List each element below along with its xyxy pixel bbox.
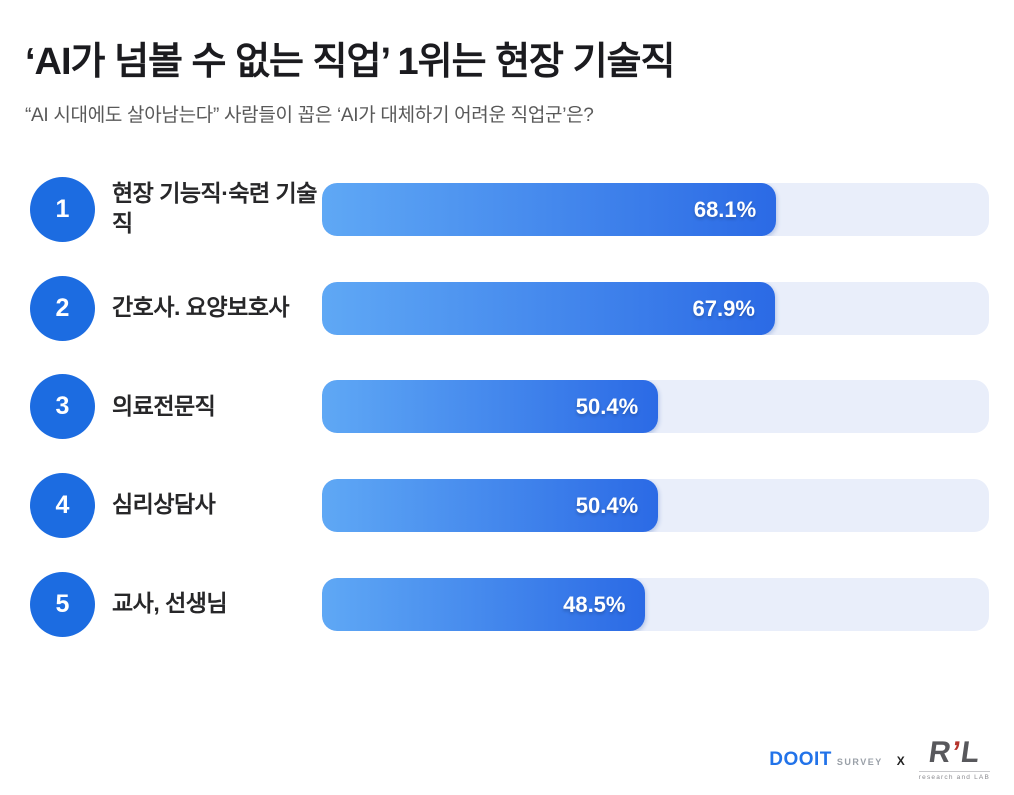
rank-number: 2: [55, 293, 70, 322]
category-label: 심리상담사: [112, 491, 216, 518]
bar-chart: 1 현장 기능직·숙련 기술직 68.1% 2 간호사. 요양보호사 67.9%: [0, 160, 1014, 653]
page-subtitle: “AI 시대에도 살아남는다” 사람들이 꼽은 ‘AI가 대체하기 어려운 직업…: [25, 105, 594, 126]
bar-fill: 48.5%: [322, 577, 646, 631]
page-title: ‘AI가 넘볼 수 없는 직업’ 1위는 현장 기술직: [25, 41, 675, 83]
rank-number: 5: [55, 589, 70, 618]
rank-number: 3: [55, 392, 70, 421]
chart-row-2: 2 간호사. 요양보호사 67.9%: [0, 259, 1014, 358]
chart-row-4: 4 심리상담사 50.4%: [0, 456, 1014, 555]
bar-fill: 67.9%: [322, 281, 775, 335]
rank-badge-3: 3: [30, 374, 95, 440]
chart-row-1: 1 현장 기능직·숙련 기술직 68.1%: [0, 160, 1014, 259]
category-label: 의료전문직: [112, 392, 216, 419]
rank-badge-2: 2: [30, 275, 95, 341]
category-label: 현장 기능직·숙련 기술직: [112, 180, 317, 237]
bar-track: 50.4%: [322, 380, 989, 434]
rl-letter-l: L: [958, 736, 983, 769]
chart-row-5: 5 교사, 선생님 48.5%: [0, 555, 1014, 654]
bar-value-label: 67.9%: [692, 295, 755, 321]
dooit-survey-label: SURVEY: [836, 757, 883, 767]
rank-number: 1: [55, 194, 70, 223]
rank-badge-4: 4: [30, 472, 95, 538]
chart-row-3: 3 의료전문직 50.4%: [0, 357, 1014, 456]
rl-logo-mark: R’L: [917, 736, 992, 769]
bar-value-label: 48.5%: [563, 591, 626, 617]
bar-value-label: 68.1%: [693, 196, 757, 222]
bar-value-label: 50.4%: [575, 394, 639, 420]
dooit-logo: DOOIT: [769, 748, 832, 770]
category-label: 간호사. 요양보호사: [112, 294, 290, 321]
category-label: 교사, 선생님: [112, 590, 228, 617]
rank-badge-1: 1: [30, 176, 95, 242]
bar-fill: 50.4%: [322, 380, 659, 434]
bar-track: 48.5%: [322, 577, 989, 631]
collab-x-mark: X: [896, 753, 905, 768]
bar-value-label: 50.4%: [575, 492, 639, 518]
rank-number: 4: [55, 490, 70, 519]
rank-badge-5: 5: [30, 571, 95, 637]
bar-fill: 50.4%: [322, 478, 659, 532]
bar-track: 67.9%: [322, 281, 989, 335]
rl-logo: R’L research and LAB: [917, 736, 992, 781]
bar-track: 50.4%: [322, 478, 989, 532]
bar-fill: 68.1%: [322, 182, 777, 236]
rl-logo-subtext: research and LAB: [918, 771, 990, 781]
bar-track: 68.1%: [322, 182, 989, 236]
footer-logos: DOOIT SURVEY X R’L research and LAB: [769, 736, 992, 781]
